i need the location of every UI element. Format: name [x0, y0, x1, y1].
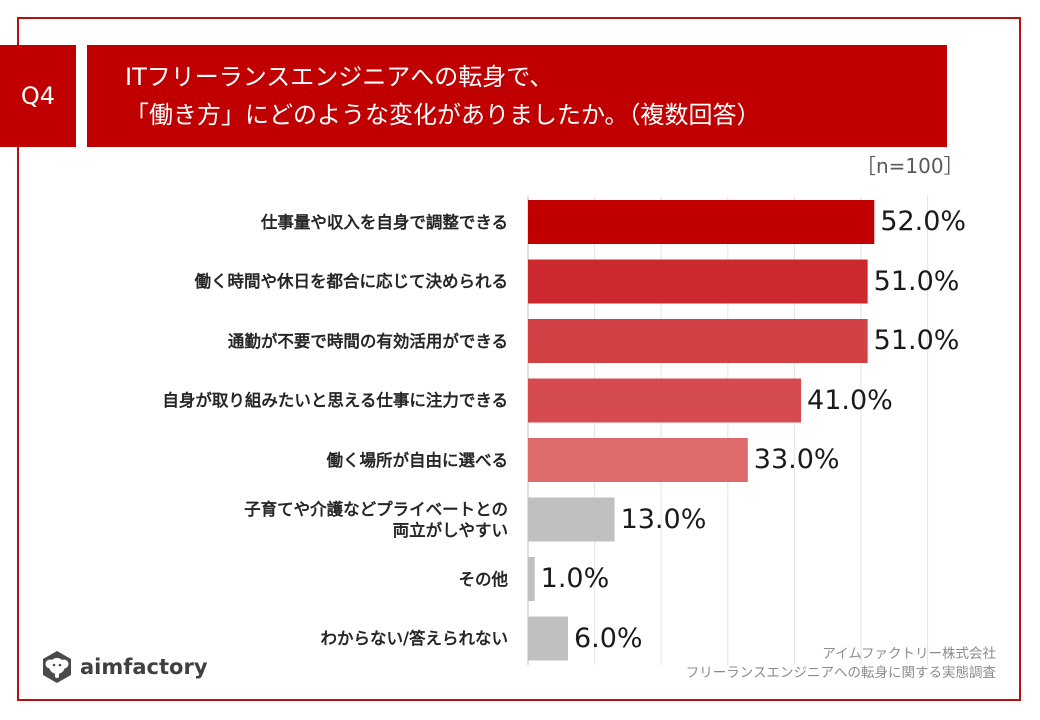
chart-frame [17, 17, 1021, 701]
question-title-banner: ITフリーランスエンジニアへの転身で、 「働き方」にどのような変化がありましたか… [87, 45, 947, 147]
bar-8 [528, 616, 568, 661]
category-label-line: その他 [458, 569, 509, 589]
category-label-line: 自身が取り組みたいと思える仕事に注力できる [162, 391, 508, 410]
bar-3 [528, 319, 868, 363]
source-survey: フリーランスエンジニアへの転身に関する実態調査 [685, 665, 996, 681]
question-title-line-1: ITフリーランスエンジニアへの転身で、 [125, 63, 554, 91]
bar-6 [528, 497, 615, 542]
value-label-4: 41.0% [807, 384, 893, 416]
category-label-5: 働く場所が自由に選べる [327, 450, 509, 471]
company-logo: aimfactory [40, 650, 208, 684]
question-title-line-2: 「働き方」にどのような変化がありましたか。（複数回答） [125, 101, 761, 129]
value-label-3: 51.0% [873, 325, 960, 356]
category-label-6: 子育てや介護などプライベートとの 両立がしやすい [244, 499, 508, 541]
value-label-6: 13.0% [620, 503, 707, 535]
category-label-line: 両立がしやすい [392, 520, 508, 540]
category-label-line: 働く場所が自由に選べる [326, 450, 509, 470]
category-label-line: 働く時間や休日を都合に応じて決められる [194, 272, 509, 291]
category-label-1: 仕事量や収入を自身で調整できる [261, 212, 508, 233]
elephant-logo-icon [43, 651, 71, 683]
category-label-7: その他 [459, 569, 509, 590]
bar-2 [528, 259, 868, 304]
question-number: Q4 [20, 82, 56, 110]
value-label-1: 52.0% [880, 206, 967, 237]
bar-4 [528, 378, 802, 423]
question-number-badge: Q4 [0, 45, 76, 147]
source-note: アイムファクトリー株式会社 フリーランスエンジニアへの転身に関する実態調査 [686, 645, 996, 683]
category-label-4: 自身が取り組みたいと思える仕事に注力できる [162, 390, 508, 411]
bar-1 [528, 200, 875, 244]
category-label-line: 仕事量や収入を自身で調整できる [260, 212, 508, 232]
category-label-line: 通勤が不要で時間の有効活用ができる [227, 331, 508, 351]
value-label-7: 1.0% [540, 563, 610, 594]
category-label-line: 子育てや介護などプライベートとの [244, 499, 508, 519]
value-label-8: 6.0% [573, 622, 643, 654]
value-label-5: 33.0% [753, 444, 840, 475]
category-label-line: わからない/答えられない [320, 629, 508, 648]
sample-size-label: ［n=100］ [856, 154, 964, 178]
value-label-2: 51.0% [873, 265, 960, 297]
bar-5 [528, 438, 748, 482]
category-label-3: 通勤が不要で時間の有効活用ができる [228, 331, 508, 352]
logo-text: aimfactory [80, 655, 208, 679]
category-label-2: 働く時間や休日を都合に応じて決められる [195, 271, 509, 292]
source-company: アイムファクトリー株式会社 [822, 646, 996, 662]
category-label-8: わからない/答えられない [320, 628, 508, 649]
bar-7 [528, 557, 535, 601]
